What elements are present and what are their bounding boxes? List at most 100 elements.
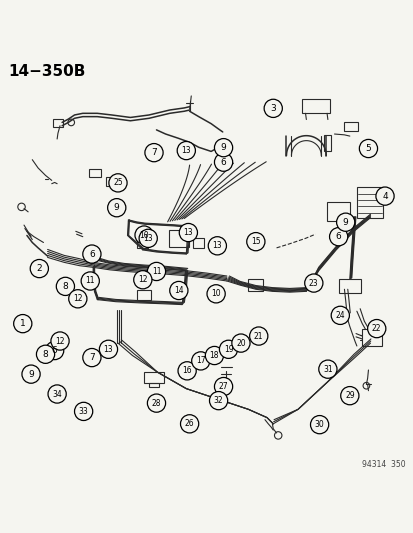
Circle shape: [147, 394, 165, 412]
Text: 9: 9: [342, 217, 348, 227]
Circle shape: [329, 228, 347, 246]
Circle shape: [214, 377, 232, 395]
Text: 15: 15: [250, 237, 260, 246]
Circle shape: [36, 345, 55, 364]
Text: 13: 13: [181, 146, 191, 155]
Text: 6: 6: [220, 158, 226, 167]
Text: 26: 26: [184, 419, 194, 429]
Text: 7: 7: [89, 353, 95, 362]
Text: 22: 22: [371, 324, 380, 333]
Circle shape: [180, 415, 198, 433]
Circle shape: [48, 385, 66, 403]
Circle shape: [147, 262, 165, 280]
Circle shape: [336, 213, 354, 231]
Circle shape: [208, 237, 226, 255]
Bar: [144, 372, 164, 383]
Text: 8: 8: [43, 350, 48, 359]
Circle shape: [246, 232, 264, 251]
Text: 7: 7: [151, 148, 157, 157]
Text: 5: 5: [365, 144, 370, 153]
Circle shape: [99, 340, 117, 358]
Circle shape: [14, 314, 32, 333]
Text: 12: 12: [55, 336, 64, 345]
Text: 18: 18: [209, 351, 218, 360]
Bar: [339, 279, 360, 293]
Bar: [301, 99, 330, 114]
Text: 27: 27: [218, 382, 228, 391]
Circle shape: [330, 306, 349, 325]
Circle shape: [205, 346, 223, 365]
Circle shape: [310, 416, 328, 434]
Bar: [149, 383, 159, 387]
Bar: [136, 290, 151, 301]
Text: 30: 30: [314, 420, 324, 429]
Text: 8: 8: [62, 282, 68, 291]
Circle shape: [107, 199, 126, 217]
Text: 11: 11: [85, 277, 95, 286]
Circle shape: [133, 271, 152, 289]
Circle shape: [145, 143, 163, 161]
Circle shape: [358, 140, 377, 158]
Circle shape: [219, 340, 237, 358]
Text: 2: 2: [36, 264, 42, 273]
Text: 10: 10: [139, 231, 149, 239]
Circle shape: [74, 402, 93, 421]
Text: 23: 23: [308, 279, 318, 288]
Text: 9: 9: [114, 203, 119, 212]
Circle shape: [83, 349, 101, 367]
Bar: [169, 230, 188, 247]
Text: 28: 28: [152, 399, 161, 408]
Text: 17: 17: [195, 357, 205, 366]
Bar: [105, 177, 117, 186]
Text: 14: 14: [173, 286, 183, 295]
Bar: [89, 169, 100, 177]
Circle shape: [22, 365, 40, 383]
Circle shape: [69, 289, 87, 308]
Text: 33: 33: [78, 407, 88, 416]
Circle shape: [191, 352, 209, 370]
Circle shape: [263, 99, 282, 117]
Text: 21: 21: [254, 332, 263, 341]
Text: 29: 29: [344, 391, 354, 400]
Circle shape: [231, 334, 249, 352]
Circle shape: [206, 285, 225, 303]
Text: 20: 20: [235, 338, 245, 348]
Circle shape: [139, 229, 157, 247]
Text: 16: 16: [182, 366, 192, 375]
Text: 24: 24: [335, 311, 344, 320]
Circle shape: [30, 260, 48, 278]
Circle shape: [81, 272, 99, 290]
Circle shape: [169, 281, 188, 300]
Circle shape: [45, 342, 64, 360]
Text: 6: 6: [52, 346, 57, 355]
Text: 94314  350: 94314 350: [361, 459, 405, 469]
Bar: [136, 238, 148, 248]
Circle shape: [135, 226, 153, 244]
Text: 34: 34: [52, 390, 62, 399]
Text: 4: 4: [381, 192, 387, 200]
Text: 3: 3: [270, 104, 275, 113]
Circle shape: [51, 332, 69, 350]
Bar: [344, 122, 357, 131]
Circle shape: [304, 274, 322, 292]
Bar: [323, 135, 330, 151]
Circle shape: [214, 153, 232, 171]
Bar: [53, 119, 63, 126]
Bar: [326, 203, 349, 221]
Bar: [356, 187, 382, 217]
Circle shape: [375, 187, 393, 205]
Circle shape: [318, 360, 336, 378]
Bar: [361, 329, 381, 346]
Bar: [248, 279, 262, 292]
Circle shape: [249, 327, 267, 345]
Circle shape: [177, 141, 195, 160]
Circle shape: [178, 362, 196, 380]
Text: 19: 19: [223, 345, 233, 354]
Text: 9: 9: [220, 143, 226, 152]
Text: 11: 11: [152, 267, 161, 276]
Circle shape: [214, 139, 232, 157]
Text: 32: 32: [213, 396, 223, 405]
Text: 12: 12: [73, 294, 82, 303]
Circle shape: [83, 245, 101, 263]
Bar: [86, 246, 95, 253]
